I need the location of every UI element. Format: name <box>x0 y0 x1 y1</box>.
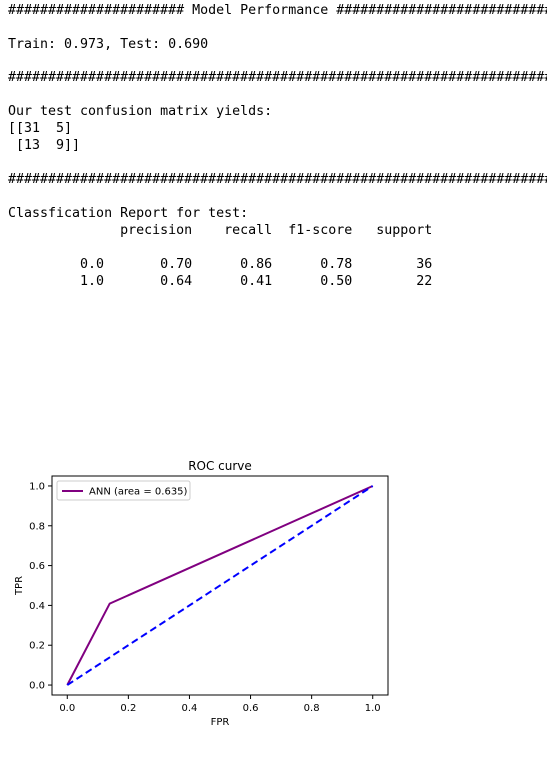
classification-report-header: precision recall f1-score support <box>8 223 433 238</box>
y-tick-label: 0.2 <box>29 641 45 652</box>
model-performance-header: ###################### Model Performance… <box>8 3 547 18</box>
y-tick-label: 1.0 <box>29 481 45 492</box>
separator-line: ########################################… <box>8 70 547 85</box>
x-tick-label: 0.4 <box>182 703 198 714</box>
separator-line: ########################################… <box>8 172 547 187</box>
plot-frame <box>51 475 389 696</box>
x-tick-label: 1.0 <box>365 703 381 714</box>
roc-series-line <box>66 485 374 686</box>
confusion-matrix-title: Our test confusion matrix yields: <box>8 104 273 119</box>
y-axis-label: TPR <box>14 576 25 596</box>
train-test-scores: Train: 0.973, Test: 0.690 <box>8 37 209 52</box>
roc-chart: ROC curve 0.0 0.2 0.4 0.6 0.8 1.0 0.0 0.2 0.4 0.6 0… <box>14 459 389 728</box>
confusion-matrix-row: [13 9]] <box>8 138 81 153</box>
notebook-output: ###################### Model Performance… <box>8 0 547 306</box>
classification-report-row: 1.0 0.64 0.41 0.50 22 <box>8 274 433 289</box>
y-tick-label: 0.8 <box>29 521 45 532</box>
x-axis-label: FPR <box>211 717 230 728</box>
classification-report-title: Classfication Report for test: <box>8 206 249 221</box>
x-tick-label: 0.0 <box>59 703 75 714</box>
y-tick-label: 0.4 <box>29 601 45 612</box>
legend-label: ANN (area = 0.635) <box>89 487 188 498</box>
x-tick-label: 0.8 <box>304 703 320 714</box>
legend-box <box>56 480 191 501</box>
chart-title: ROC curve <box>188 459 252 473</box>
x-tick-label: 0.6 <box>243 703 259 714</box>
y-tick-label: 0.0 <box>29 681 45 692</box>
chance-diagonal-line <box>66 485 374 686</box>
y-tick-label: 0.6 <box>29 561 45 572</box>
x-tick-label: 0.2 <box>120 703 136 714</box>
confusion-matrix-row: [[31 5] <box>8 121 73 136</box>
classification-report-row: 0.0 0.70 0.86 0.78 36 <box>8 257 433 272</box>
